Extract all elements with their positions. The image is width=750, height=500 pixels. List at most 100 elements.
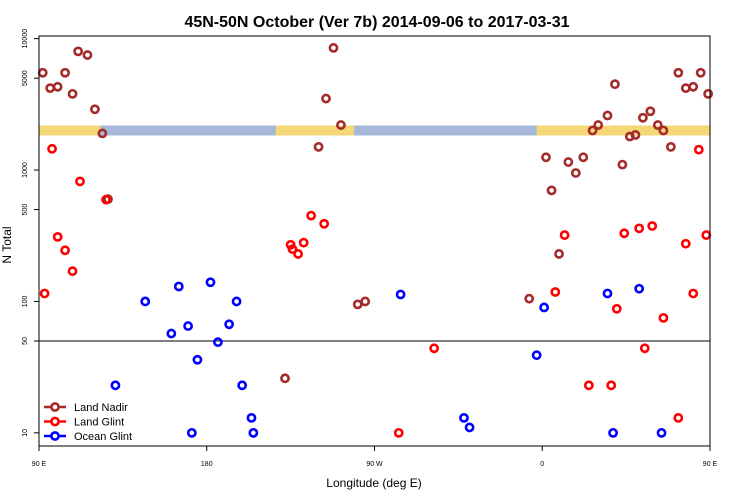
ocean-glint-point — [231, 296, 242, 307]
land-glint-point — [47, 143, 57, 154]
land-glint-point — [319, 218, 330, 229]
land-mask-segment — [536, 125, 710, 136]
land-nadir-point — [97, 128, 108, 139]
ocean-glint-point — [110, 380, 121, 391]
ocean-glint-point — [531, 350, 542, 361]
plot-frame — [38, 35, 711, 447]
land-nadir-point — [336, 120, 346, 130]
land-glint-point — [611, 303, 622, 314]
legend-land-glint-marker — [50, 416, 60, 427]
land-nadir-point — [563, 157, 574, 167]
x-axis: 90 E 180 90 W 0 90 E — [32, 446, 718, 468]
land-nadir-point — [280, 373, 290, 384]
land-nadir-point — [578, 152, 589, 163]
land-glint-point — [583, 380, 594, 391]
land-nadir-point — [554, 249, 564, 259]
x-tick-label: 180 — [201, 461, 213, 468]
land-nadir-point — [673, 67, 684, 78]
land-glint-point — [693, 144, 704, 155]
land-mask-band — [39, 125, 710, 136]
land-glint-point — [429, 343, 440, 354]
ocean-glint-point — [213, 337, 223, 348]
land-glint-point — [619, 228, 630, 239]
land-glint-point — [550, 287, 561, 297]
y-tick-label: 500 — [22, 204, 29, 216]
y-tick-label: 100 — [22, 296, 29, 308]
land-nadir-point — [524, 293, 535, 304]
land-nadir-point — [680, 83, 691, 94]
data-points — [37, 43, 714, 438]
y-tick-label: 1000 — [22, 162, 29, 178]
land-glint-point — [606, 380, 617, 391]
land-nadir-point — [52, 81, 63, 92]
y-tick-label: 50 — [22, 337, 29, 345]
land-nadir-point — [703, 88, 714, 99]
land-nadir-point — [587, 125, 598, 136]
x-axis-label: Longitude (deg E) — [326, 476, 421, 490]
land-glint-point — [101, 194, 111, 205]
land-nadir-point — [313, 141, 324, 152]
ocean-glint-point — [395, 289, 406, 300]
legend-land-nadir-label: Land Nadir — [74, 402, 128, 414]
ocean-glint-point — [166, 328, 177, 339]
land-glint-point — [293, 249, 303, 259]
ocean-glint-point — [459, 412, 469, 423]
land-glint-point — [647, 221, 658, 231]
land-nadir-point — [360, 296, 371, 307]
ocean-glint-point — [539, 302, 550, 313]
land-nadir-point — [321, 93, 331, 104]
land-glint-point — [52, 231, 63, 242]
land-nadir-point — [658, 125, 669, 136]
ocean-glint-point — [186, 427, 197, 438]
land-glint-point — [298, 237, 309, 248]
land-glint-point — [75, 176, 85, 187]
land-nadir-point — [73, 46, 84, 57]
land-nadir-point — [90, 104, 100, 115]
land-glint-point — [306, 210, 317, 221]
y-tick-label: 5000 — [22, 70, 29, 86]
land-mask-segment — [39, 125, 101, 136]
land-nadir-point — [645, 106, 656, 117]
y-tick-label: 10000 — [22, 29, 29, 49]
land-nadir-point — [630, 130, 641, 140]
ocean-mask-strip — [39, 125, 710, 136]
legend-land-glint-label: Land Glint — [74, 417, 124, 429]
ocean-glint-point — [205, 277, 216, 288]
land-glint-point — [67, 266, 78, 277]
y-tick-label: 10 — [22, 429, 29, 437]
land-glint-point — [60, 245, 70, 256]
land-glint-point — [287, 244, 298, 255]
x-tick-label: 0 — [540, 461, 544, 468]
y-axis: 10 50 100 500 1000 5000 10000 — [22, 29, 39, 437]
land-nadir-point — [617, 159, 628, 170]
land-nadir-point — [593, 120, 604, 130]
ocean-glint-point — [246, 412, 257, 423]
x-tick-label: 90 W — [366, 461, 383, 468]
land-glint-point — [658, 312, 669, 323]
land-nadir-point — [352, 299, 363, 310]
land-nadir-point — [37, 67, 48, 78]
land-nadir-point — [67, 88, 78, 99]
legend-ocean-glint-marker — [50, 431, 60, 441]
ocean-glint-point — [608, 427, 618, 438]
ocean-glint-point — [602, 288, 613, 299]
land-glint-point — [673, 412, 684, 423]
land-nadir-point — [602, 110, 613, 121]
legend-ocean-glint-label: Ocean Glint — [74, 431, 132, 443]
ocean-glint-point — [173, 281, 184, 292]
land-glint-point — [559, 230, 570, 240]
land-nadir-point — [610, 79, 620, 90]
ocean-glint-point — [183, 321, 194, 331]
land-nadir-point — [652, 120, 663, 130]
land-nadir-point — [45, 83, 56, 94]
land-nadir-point — [665, 141, 676, 152]
legend-land-nadir-marker — [50, 402, 60, 412]
land-nadir-point — [328, 43, 339, 53]
y-axis-label: N Total — [0, 226, 14, 263]
land-glint-point — [680, 238, 691, 249]
ocean-glint-point — [248, 427, 259, 438]
land-glint-point — [39, 288, 50, 299]
land-glint-point — [688, 288, 699, 299]
x-tick-label: 90 E — [32, 461, 47, 468]
ocean-glint-point — [192, 354, 203, 365]
